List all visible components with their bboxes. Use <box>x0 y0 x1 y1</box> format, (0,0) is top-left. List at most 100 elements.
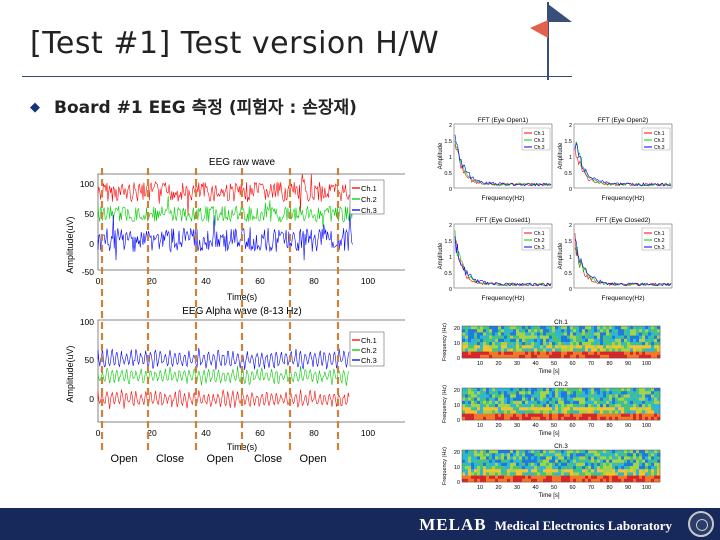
spectrogram-cell <box>630 459 634 464</box>
spectrogram-cell <box>564 456 568 460</box>
spectrogram-cell <box>654 326 658 330</box>
spectrogram-cell <box>543 391 547 395</box>
spectrogram-ytick: 20 <box>454 450 460 456</box>
spectrogram-cell <box>528 469 532 473</box>
spectrogram-cell <box>462 472 466 476</box>
fft-panel-ytick: 2 <box>569 223 572 229</box>
spectrogram-cell <box>639 407 643 411</box>
spectrogram-cell <box>585 466 589 470</box>
spectrogram-cell <box>579 391 583 395</box>
eeg-alpha-x-ticks: 020406080100120 <box>96 428 376 438</box>
spectrogram-cell <box>588 345 592 349</box>
spectrogram-cell <box>501 397 505 402</box>
spectrogram-cell <box>615 391 619 395</box>
spectrogram-cell <box>468 462 472 467</box>
spectrogram-cell <box>612 469 616 473</box>
spectrogram-cell <box>582 354 586 359</box>
spectrogram-cell <box>621 462 625 467</box>
spectrogram-cell <box>501 404 505 408</box>
spectrogram-cell <box>513 466 517 470</box>
spectrogram-cell <box>612 475 616 480</box>
spectrogram-cell <box>636 410 640 414</box>
spectrogram-ytick: 0 <box>457 356 460 362</box>
spectrogram-cell <box>633 388 637 392</box>
spectrogram-cell <box>489 326 493 330</box>
fft-panel-title: FFT (Eye Open2) <box>598 117 648 124</box>
spectrogram-cell <box>645 335 649 340</box>
spectrogram-cell <box>576 354 580 359</box>
spectrogram-cell <box>591 453 595 457</box>
spectrogram-cell <box>633 459 637 464</box>
spectrogram-cell <box>477 345 481 349</box>
spectrogram-cell <box>465 472 469 476</box>
spectrogram-cell <box>633 351 637 356</box>
spectrogram-cell <box>639 453 643 457</box>
spectrogram-cell <box>540 335 544 340</box>
spectrogram-cell <box>567 348 571 352</box>
spectrogram-cell <box>468 332 472 336</box>
spectrogram-cell <box>624 345 628 349</box>
spectrogram-cell <box>624 456 628 460</box>
spectrogram-cell <box>621 407 625 411</box>
spectrogram-cell <box>531 345 535 349</box>
spectrogram-cell <box>465 450 469 454</box>
spectrogram-cell <box>477 326 481 330</box>
spectrogram-cell <box>594 335 598 340</box>
spectrogram-cell <box>612 462 616 467</box>
spectrogram-cell <box>573 397 577 402</box>
spectrogram-cell <box>606 478 610 483</box>
spectrogram-cell <box>546 335 550 340</box>
spectrogram-cell <box>582 416 586 421</box>
spectrogram-cell <box>483 410 487 414</box>
spectrogram-cell <box>507 456 511 460</box>
spectrogram-cell <box>612 459 616 464</box>
spectrogram-cell <box>537 345 541 349</box>
spectrogram-cell <box>555 407 559 411</box>
spectrogram-cell <box>525 462 529 467</box>
spectrogram-cell <box>567 338 571 343</box>
spectrogram-cell <box>603 410 607 414</box>
spectrogram-cell <box>630 400 634 405</box>
spectrogram-cell <box>642 400 646 405</box>
spectrogram-cell <box>555 338 559 343</box>
spectrogram-cell <box>588 332 592 336</box>
spectrogram-cell <box>564 462 568 467</box>
fft-panel-ylabel: Amplitude <box>438 242 444 269</box>
spectrogram-cell <box>531 416 535 421</box>
spectrogram-cell <box>477 332 481 336</box>
spectrogram-cell <box>615 416 619 421</box>
spectrogram-cell <box>516 388 520 392</box>
spectrogram-cell <box>639 329 643 333</box>
spectrogram-cell <box>621 404 625 408</box>
spectrogram-cell <box>543 469 547 473</box>
spectrogram-cell <box>648 326 652 330</box>
spectrogram-cell <box>606 332 610 336</box>
spectrogram-cell <box>609 478 613 483</box>
spectrogram-cell <box>657 478 661 483</box>
spectrogram-cell <box>555 478 559 483</box>
spectrogram-cell <box>621 351 625 356</box>
spectrogram-cell <box>513 478 517 483</box>
spectrogram-cell <box>570 466 574 470</box>
spectrogram-cell <box>480 410 484 414</box>
spectrogram-cell <box>546 394 550 398</box>
spectrogram-cell <box>654 413 658 418</box>
spectrogram-cell <box>597 351 601 356</box>
spectrogram-cell <box>627 478 631 483</box>
spectrogram-cell <box>597 397 601 402</box>
spectrogram-cell <box>564 397 568 402</box>
spectrogram-cell <box>618 456 622 460</box>
spectrogram-cell <box>552 394 556 398</box>
spectrogram-cell <box>654 338 658 343</box>
eeg-alpha-xtick: 100 <box>361 428 375 438</box>
spectrogram-cell <box>600 335 604 340</box>
spectrogram-cell <box>582 410 586 414</box>
spectrogram-cell <box>501 407 505 411</box>
spectrogram-cell <box>582 329 586 333</box>
spectrogram-cell <box>561 329 565 333</box>
spectrogram-cell <box>588 456 592 460</box>
spectrogram-cell <box>615 404 619 408</box>
spectrogram-xtick: 40 <box>532 485 538 491</box>
spectrogram-cell <box>495 450 499 454</box>
spectrogram-cell <box>474 388 478 392</box>
